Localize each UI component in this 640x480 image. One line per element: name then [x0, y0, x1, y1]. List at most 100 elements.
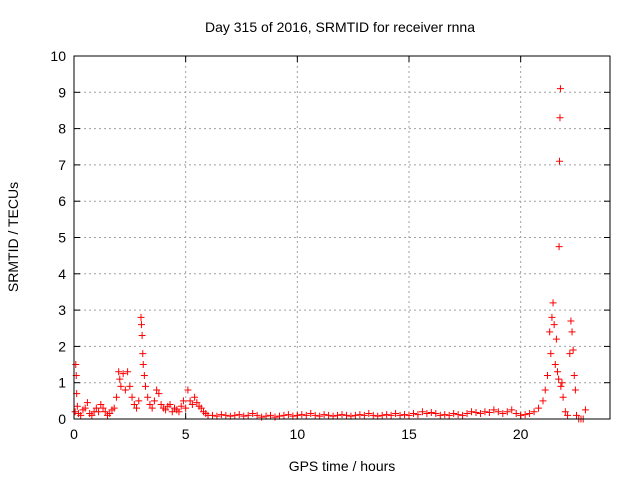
- data-point: [556, 114, 564, 122]
- data-point: [186, 397, 194, 405]
- data-point: [432, 410, 440, 418]
- data-point: [115, 368, 123, 376]
- y-tick-label: 10: [50, 48, 66, 64]
- data-point: [244, 411, 252, 419]
- data-point: [334, 411, 342, 419]
- data-point: [72, 361, 80, 369]
- data-point: [235, 411, 243, 419]
- x-tick-label: 20: [513, 426, 529, 442]
- data-point: [571, 386, 579, 394]
- data-point: [106, 410, 114, 418]
- data-point: [137, 313, 145, 321]
- y-tick-label: 0: [58, 411, 66, 427]
- y-tick-label: 2: [58, 338, 66, 354]
- y-tick-label: 7: [58, 157, 66, 173]
- data-point: [119, 370, 127, 378]
- data-point: [150, 397, 158, 405]
- x-tick-label: 0: [70, 426, 78, 442]
- data-point: [284, 411, 292, 419]
- data-point: [280, 411, 288, 419]
- x-tick-label: 10: [290, 426, 306, 442]
- data-point: [222, 411, 230, 419]
- y-tick-label: 5: [58, 230, 66, 246]
- x-tick-label: 15: [401, 426, 417, 442]
- y-axis-label: SRMTID / TECUs: [5, 182, 21, 292]
- data-point: [546, 328, 554, 336]
- data-point: [128, 393, 136, 401]
- data-point: [77, 411, 85, 419]
- data-point: [141, 382, 149, 390]
- data-point: [293, 411, 301, 419]
- data-point: [95, 408, 103, 416]
- data-point: [302, 411, 310, 419]
- data-point: [414, 411, 422, 419]
- data-point: [573, 411, 580, 419]
- data-point: [418, 408, 426, 416]
- data-point: [101, 408, 109, 416]
- grid-lines: [74, 56, 610, 419]
- data-point: [121, 386, 129, 394]
- data-point: [530, 408, 538, 416]
- data-point: [378, 411, 386, 419]
- data-point: [550, 321, 558, 329]
- data-point: [365, 410, 373, 418]
- data-point: [369, 411, 377, 419]
- data-point: [472, 408, 480, 416]
- data-point: [490, 406, 498, 414]
- data-point: [459, 411, 467, 419]
- data-point: [555, 375, 563, 383]
- data-point: [549, 299, 557, 307]
- data-point: [535, 404, 543, 412]
- data-point: [130, 400, 138, 408]
- data-point: [503, 408, 511, 416]
- data-point: [436, 411, 444, 419]
- x-axis-label: GPS time / hours: [289, 458, 396, 474]
- data-point: [392, 410, 400, 418]
- data-point: [138, 332, 146, 340]
- data-point: [162, 406, 170, 414]
- data-point: [191, 393, 199, 401]
- data-point: [99, 404, 107, 412]
- data-point: [298, 411, 306, 419]
- data-point: [168, 408, 176, 416]
- data-point: [517, 411, 525, 419]
- data-point: [564, 411, 572, 419]
- data-point: [338, 411, 346, 419]
- y-tick-label: 1: [58, 375, 66, 391]
- data-point: [405, 411, 413, 419]
- data-point: [311, 411, 319, 419]
- data-point: [347, 412, 355, 420]
- data-point: [552, 335, 560, 343]
- data-point: [177, 402, 185, 410]
- data-point: [249, 410, 257, 418]
- data-point: [468, 408, 476, 416]
- data-point: [387, 411, 395, 419]
- data-point: [463, 410, 471, 418]
- data-point: [556, 157, 564, 165]
- data-point: [116, 375, 124, 383]
- data-point: [140, 371, 148, 379]
- data-point: [325, 411, 333, 419]
- data-point: [182, 404, 190, 412]
- data-point: [289, 412, 297, 420]
- data-point: [554, 368, 562, 376]
- data-point: [188, 400, 196, 408]
- data-point: [83, 399, 91, 407]
- data-point: [226, 412, 234, 420]
- data-point: [144, 393, 152, 401]
- data-point: [92, 404, 100, 412]
- data-point: [569, 346, 577, 354]
- data-point: [262, 412, 270, 420]
- data-point: [481, 408, 489, 416]
- data-point: [135, 397, 143, 405]
- data-point: [423, 410, 431, 418]
- y-tick-label: 8: [58, 121, 66, 137]
- data-point: [342, 411, 350, 419]
- data-point: [155, 390, 163, 398]
- data-point: [193, 399, 201, 407]
- data-point: [81, 404, 89, 412]
- data-point: [126, 382, 134, 390]
- data-point: [217, 411, 225, 419]
- data-point: [547, 350, 555, 358]
